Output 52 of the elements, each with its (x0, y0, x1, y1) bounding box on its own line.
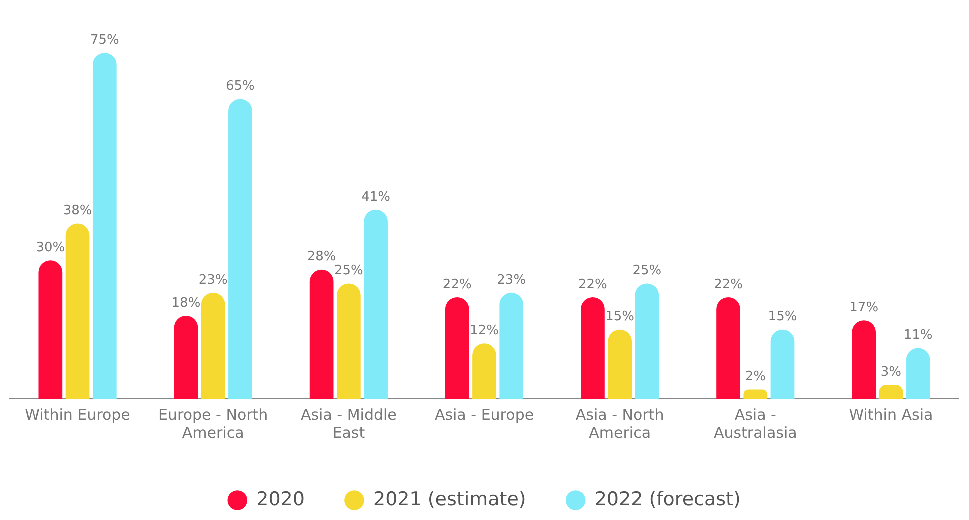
bar (228, 99, 252, 399)
bar (744, 390, 768, 399)
data-label: 17% (850, 300, 879, 316)
data-label: 3% (880, 365, 902, 380)
data-label: 15% (606, 310, 635, 325)
data-label: 22% (578, 277, 608, 292)
data-label: 11% (904, 328, 933, 344)
x-tick-label: Within Europe (25, 406, 130, 424)
x-tick-label: Asia - Australasia (714, 406, 798, 442)
data-label: 65% (226, 79, 255, 94)
data-label: 38% (63, 204, 92, 219)
data-label: 75% (90, 32, 120, 48)
data-label: 15% (768, 310, 798, 325)
data-label: 41% (362, 190, 390, 205)
bar (581, 298, 605, 399)
data-label: 12% (470, 324, 499, 339)
bar (716, 298, 740, 399)
data-label: 18% (172, 296, 201, 311)
bar (770, 330, 795, 399)
bar (472, 344, 496, 399)
bar (337, 284, 361, 399)
x-tick-label: Asia - Europe (434, 406, 534, 424)
data-label: 23% (198, 272, 228, 288)
data-label: 23% (497, 272, 526, 288)
data-label: 22% (714, 277, 743, 292)
bar (635, 284, 660, 399)
bar (852, 320, 876, 399)
bar (201, 292, 226, 399)
x-tick-label: Within Asia (849, 406, 934, 424)
bar (364, 210, 388, 399)
bar (906, 348, 930, 399)
data-label: 2% (745, 370, 766, 385)
x-tick-label: Europe - North America (158, 406, 268, 442)
bar (38, 260, 63, 399)
data-label: 25% (632, 264, 662, 279)
x-tick-label: Asia - Middle East (300, 406, 397, 442)
bar (608, 330, 632, 399)
data-label: 30% (36, 240, 66, 256)
bar (92, 53, 117, 399)
x-tick-label: Asia - North America (576, 406, 664, 442)
data-label: 25% (334, 264, 364, 279)
bar (500, 292, 524, 399)
legend-label: 2021 (estimate) (373, 488, 526, 510)
legend-label: 2020 (256, 488, 305, 510)
bar (445, 298, 470, 399)
bar (174, 316, 198, 399)
data-label: 22% (442, 277, 472, 292)
bar (879, 385, 904, 399)
legend-label: 2022 (forecast) (594, 488, 741, 510)
bar (310, 270, 334, 399)
bar (66, 224, 90, 399)
data-label: 28% (307, 250, 336, 265)
